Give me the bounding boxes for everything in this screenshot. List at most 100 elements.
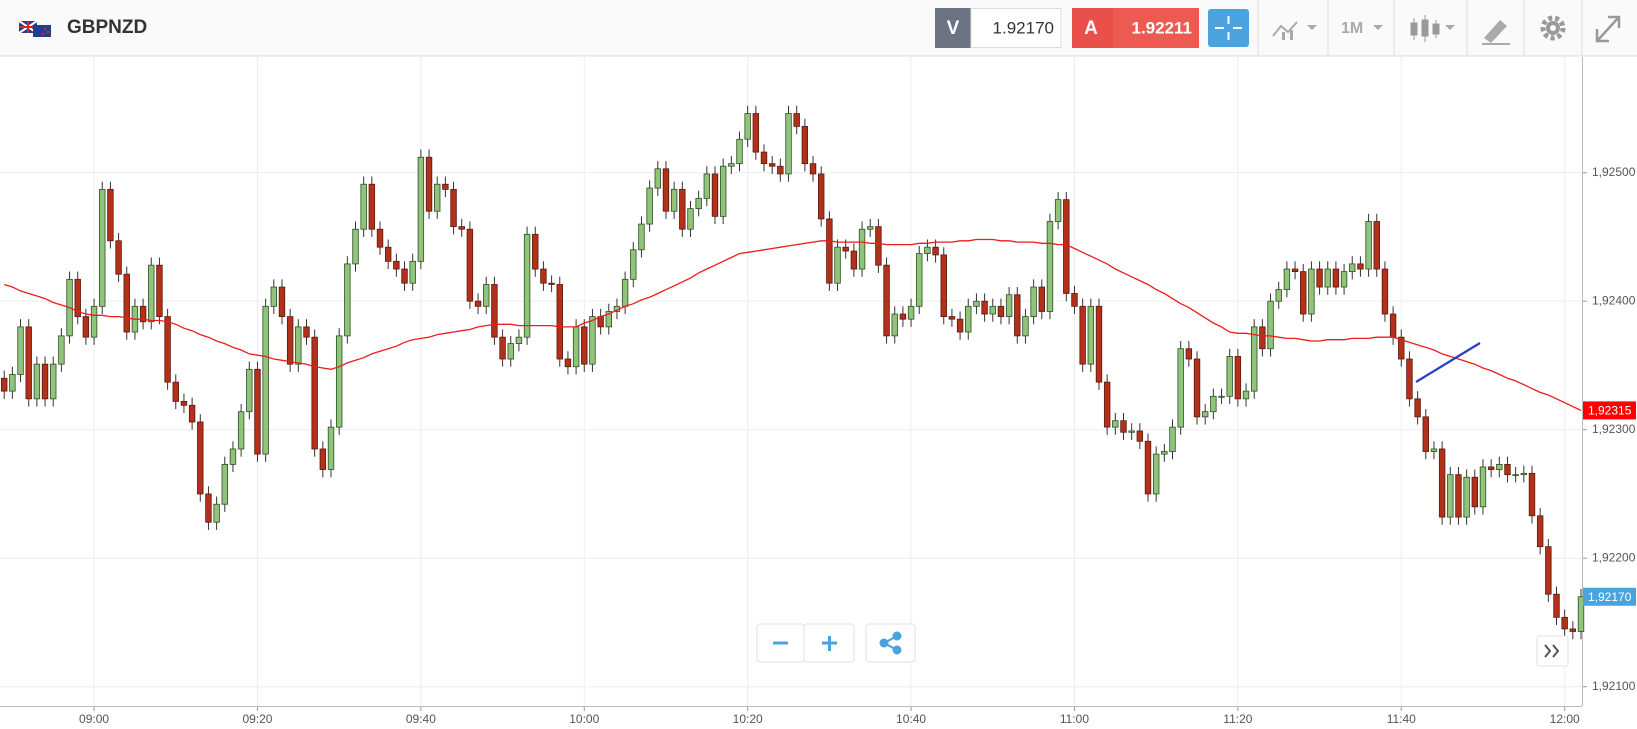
timeframe[interactable]: 1M — [1341, 20, 1363, 37]
candle-body — [74, 278, 81, 317]
candle-body — [41, 363, 49, 400]
zoom-controls — [756, 623, 1569, 667]
candle-body — [278, 286, 286, 318]
caret[interactable] — [1373, 25, 1383, 30]
chevron[interactable] — [1552, 644, 1560, 658]
gear-icon[interactable] — [1540, 15, 1566, 41]
flag-star — [43, 27, 47, 31]
pencil-icon[interactable] — [1484, 20, 1507, 43]
candle-body — [1496, 463, 1503, 470]
candle-body — [1536, 515, 1544, 548]
candle-body — [295, 326, 302, 365]
scroll-end-button[interactable] — [1536, 635, 1569, 667]
toolbar-separators — [1257, 0, 1583, 56]
candle-body — [417, 156, 425, 262]
candle-body — [17, 326, 24, 375]
share-icon-dot[interactable] — [892, 645, 902, 655]
crosshair-icon[interactable] — [1215, 16, 1242, 40]
candle-body — [1553, 593, 1560, 618]
candle-body — [883, 264, 890, 337]
candle-body — [752, 113, 760, 153]
candle-body — [981, 300, 988, 315]
candle-icon[interactable] — [1421, 19, 1429, 37]
candle-body — [221, 463, 228, 505]
gear-icon[interactable] — [1550, 25, 1556, 31]
x-tick-label: 09:00 — [79, 712, 109, 726]
share-button[interactable] — [865, 623, 916, 663]
crosshair-button[interactable] — [1208, 9, 1249, 47]
bid-price[interactable]: 1.92170 — [993, 18, 1054, 37]
candle-body — [1120, 420, 1127, 433]
buy-label[interactable]: A — [1084, 18, 1098, 39]
candle-body — [180, 401, 188, 406]
x-tick-label: 11:00 — [1060, 712, 1089, 726]
candle-body — [393, 260, 400, 270]
candle-body — [82, 316, 90, 338]
sell-button[interactable] — [935, 8, 971, 48]
share-icon-dot[interactable] — [879, 638, 889, 648]
price-tag — [1583, 401, 1636, 420]
expand-icon[interactable] — [1597, 17, 1619, 41]
sell-label[interactable]: V — [947, 18, 960, 39]
candle-body — [425, 156, 433, 212]
candle-body — [646, 187, 653, 225]
candle-body — [237, 411, 245, 450]
candle-body — [254, 368, 261, 455]
candle-body — [1251, 326, 1258, 392]
candle-body — [1512, 474, 1519, 477]
candle-body — [1381, 268, 1389, 315]
share-icon-dot[interactable] — [892, 631, 902, 641]
candle-body — [1144, 440, 1152, 495]
candle-body — [1479, 466, 1487, 508]
candle-body — [1283, 268, 1291, 291]
chevron[interactable] — [1544, 644, 1552, 658]
candle-body — [785, 113, 792, 175]
candle-body — [213, 503, 220, 523]
candle-body — [352, 228, 359, 265]
y-tick-label: 1,92400 — [1592, 293, 1636, 307]
candle-body — [99, 188, 106, 307]
candle-body — [818, 173, 825, 220]
x-tick-label: 10:00 — [569, 712, 599, 726]
candle-body — [50, 363, 57, 400]
indicator-icon[interactable] — [1290, 30, 1293, 40]
buy-label-bg[interactable] — [1072, 8, 1113, 48]
candle-icon[interactable] — [1432, 23, 1440, 35]
share-icon[interactable] — [879, 631, 902, 655]
caret[interactable] — [1445, 25, 1455, 30]
candle-body — [679, 188, 686, 230]
bid-box[interactable] — [970, 8, 1062, 48]
indicator-icon[interactable] — [1272, 21, 1298, 37]
indicator-button[interactable] — [1272, 21, 1317, 40]
candle-body — [1463, 476, 1470, 518]
candle-body — [834, 246, 841, 284]
candle-body — [899, 313, 907, 320]
candle-body — [1095, 305, 1103, 383]
candle-body — [564, 358, 572, 368]
candle-body — [262, 305, 269, 455]
candle-body — [335, 335, 343, 428]
candle-body — [434, 183, 441, 212]
draw-button[interactable] — [1482, 20, 1510, 45]
expand-icon[interactable] — [1608, 15, 1621, 28]
caret[interactable] — [1307, 25, 1317, 30]
candle-body — [1177, 348, 1184, 428]
expand-icon[interactable] — [1595, 29, 1609, 43]
ask-price[interactable]: 1.92211 — [1131, 18, 1192, 37]
chart-type-button[interactable] — [1410, 15, 1455, 42]
fullscreen-button[interactable] — [1595, 15, 1621, 43]
candle-body — [670, 188, 678, 212]
candle-body — [450, 188, 457, 228]
candle-body — [1430, 448, 1438, 452]
candle-body — [466, 228, 474, 302]
indicator-icon[interactable] — [1282, 32, 1285, 40]
candle-body — [1422, 416, 1429, 452]
candle-body — [556, 284, 563, 360]
candle-icon[interactable] — [1410, 22, 1418, 36]
candle-body — [809, 163, 817, 175]
candle-body — [0, 377, 8, 392]
settings-button[interactable] — [1540, 15, 1566, 41]
candle-body — [148, 264, 155, 323]
